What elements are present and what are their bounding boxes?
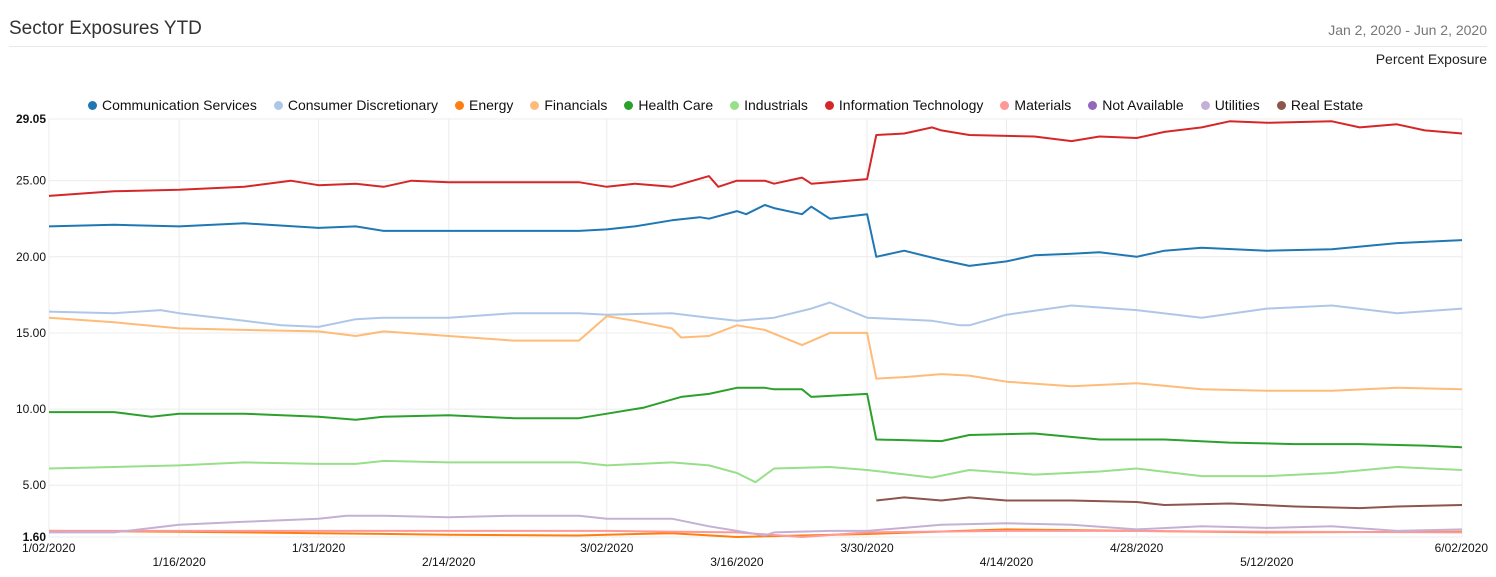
x-tick-label: 6/02/2020 xyxy=(1435,541,1489,555)
series-line-consumer-discretionary xyxy=(48,301,1463,328)
y-tick-label: 15.00 xyxy=(16,326,46,340)
legend-item-materials[interactable]: Materials xyxy=(1000,97,1071,113)
legend-item-health-care[interactable]: Health Care xyxy=(624,97,713,113)
y-tick-label: 1.60 xyxy=(23,530,47,544)
legend-item-information-technology[interactable]: Information Technology xyxy=(824,97,984,113)
x-tick-label: 1/02/2020 xyxy=(22,541,76,555)
units-label: Percent Exposure xyxy=(1375,51,1487,67)
chart-legend: Communication Services Consumer Discretio… xyxy=(88,97,1363,113)
legend-item-financials[interactable]: Financials xyxy=(530,97,607,113)
legend-item-consumer-discretionary[interactable]: Consumer Discretionary xyxy=(273,97,439,113)
series-line-health-care xyxy=(49,386,1463,449)
y-tick-label: 29.05 xyxy=(16,112,46,126)
legend-item-energy[interactable]: Energy xyxy=(455,97,513,113)
chart-title: Sector Exposures YTD xyxy=(9,18,202,39)
legend-label: Industrials xyxy=(744,97,808,113)
legend-swatch xyxy=(1088,100,1098,110)
legend-swatch xyxy=(455,100,465,110)
x-tick-label: 4/14/2020 xyxy=(980,555,1034,569)
legend-swatch xyxy=(1200,100,1210,110)
legend-label: Communication Services xyxy=(102,97,257,113)
legend-label: Financials xyxy=(544,97,608,113)
legend-label: Materials xyxy=(1014,97,1072,113)
y-tick-label: 25.00 xyxy=(16,174,46,188)
series-line-information-technology xyxy=(48,120,1463,197)
legend-item-real-estate[interactable]: Real Estate xyxy=(1276,97,1364,113)
legend-label: Consumer Discretionary xyxy=(287,97,439,113)
x-tick-label: 1/16/2020 xyxy=(152,555,206,569)
header-divider xyxy=(9,46,1487,47)
legend-swatch xyxy=(88,100,97,110)
legend-swatch xyxy=(824,100,834,110)
series-line-industrials xyxy=(48,459,1463,484)
legend-label: Real Estate xyxy=(1290,97,1364,113)
legend-swatch xyxy=(530,100,540,110)
series-line-communication-services xyxy=(48,204,1463,267)
legend-swatch xyxy=(1276,100,1286,110)
x-tick-label: 3/30/2020 xyxy=(840,541,894,555)
x-tick-label: 2/14/2020 xyxy=(422,555,476,569)
legend-label: Not Available xyxy=(1102,97,1184,113)
x-tick-label: 4/28/2020 xyxy=(1110,541,1164,555)
legend-swatch xyxy=(273,100,283,110)
legend-item-utilities[interactable]: Utilities xyxy=(1200,97,1260,113)
legend-label: Information Technology xyxy=(838,97,984,113)
legend-swatch xyxy=(730,100,740,110)
legend-label: Health Care xyxy=(638,97,714,113)
y-tick-label: 20.00 xyxy=(16,250,46,264)
y-tick-label: 10.00 xyxy=(16,402,46,416)
legend-item-communication-services[interactable]: Communication Services xyxy=(88,97,257,113)
x-tick-label: 3/02/2020 xyxy=(580,541,634,555)
series-line-financials xyxy=(48,315,1463,392)
x-tick-label: 1/31/2020 xyxy=(292,541,346,555)
legend-swatch xyxy=(1000,100,1010,110)
legend-item-not-available[interactable]: Not Available xyxy=(1088,97,1184,113)
series-line-materials xyxy=(49,529,1463,538)
legend-item-industrials[interactable]: Industrials xyxy=(730,97,808,113)
legend-label: Energy xyxy=(469,97,514,113)
legend-swatch xyxy=(624,100,634,110)
y-tick-label: 5.00 xyxy=(23,478,47,492)
series-line-utilities xyxy=(49,514,1463,537)
series-line-real-estate xyxy=(876,496,1463,510)
legend-label: Utilities xyxy=(1214,97,1260,113)
x-tick-label: 5/12/2020 xyxy=(1240,555,1294,569)
x-tick-label: 3/16/2020 xyxy=(710,555,764,569)
date-range: Jan 2, 2020 - Jun 2, 2020 xyxy=(1328,22,1487,38)
